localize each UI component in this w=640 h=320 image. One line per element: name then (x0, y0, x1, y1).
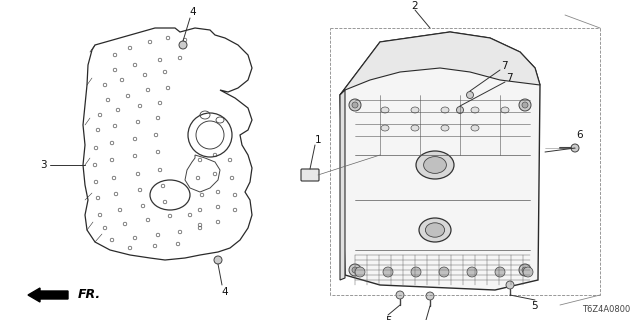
Ellipse shape (426, 223, 445, 237)
Text: 5: 5 (385, 316, 391, 320)
Circle shape (214, 256, 222, 264)
Circle shape (411, 267, 421, 277)
Ellipse shape (411, 125, 419, 131)
Circle shape (522, 267, 528, 273)
Ellipse shape (381, 107, 389, 113)
Circle shape (352, 102, 358, 108)
Circle shape (467, 92, 474, 99)
Circle shape (522, 102, 528, 108)
Circle shape (426, 292, 434, 300)
Polygon shape (340, 90, 345, 280)
Ellipse shape (471, 107, 479, 113)
Ellipse shape (411, 107, 419, 113)
Text: 1: 1 (315, 135, 321, 145)
Circle shape (349, 264, 361, 276)
Text: 5: 5 (532, 301, 538, 311)
Text: 7: 7 (500, 61, 508, 71)
Circle shape (467, 267, 477, 277)
Circle shape (506, 281, 514, 289)
Text: 2: 2 (412, 1, 419, 11)
Circle shape (355, 267, 365, 277)
Circle shape (352, 267, 358, 273)
FancyArrow shape (28, 288, 68, 302)
Text: FR.: FR. (78, 289, 101, 301)
Ellipse shape (441, 107, 449, 113)
Circle shape (519, 99, 531, 111)
Circle shape (383, 267, 393, 277)
Ellipse shape (471, 125, 479, 131)
Circle shape (179, 41, 187, 49)
Circle shape (523, 267, 533, 277)
Polygon shape (340, 32, 540, 95)
Text: 4: 4 (221, 287, 228, 297)
Ellipse shape (381, 125, 389, 131)
Ellipse shape (416, 151, 454, 179)
Ellipse shape (424, 156, 447, 173)
Text: 3: 3 (40, 160, 46, 170)
Ellipse shape (501, 107, 509, 113)
Circle shape (456, 107, 463, 114)
Circle shape (495, 267, 505, 277)
Text: 6: 6 (577, 130, 583, 140)
Ellipse shape (419, 218, 451, 242)
Circle shape (571, 144, 579, 152)
Text: 7: 7 (506, 73, 512, 83)
Polygon shape (340, 32, 540, 290)
FancyBboxPatch shape (301, 169, 319, 181)
Text: 4: 4 (189, 7, 196, 17)
Ellipse shape (441, 125, 449, 131)
Circle shape (439, 267, 449, 277)
Text: T6Z4A0800: T6Z4A0800 (582, 305, 630, 314)
Circle shape (349, 99, 361, 111)
Circle shape (519, 264, 531, 276)
Circle shape (396, 291, 404, 299)
